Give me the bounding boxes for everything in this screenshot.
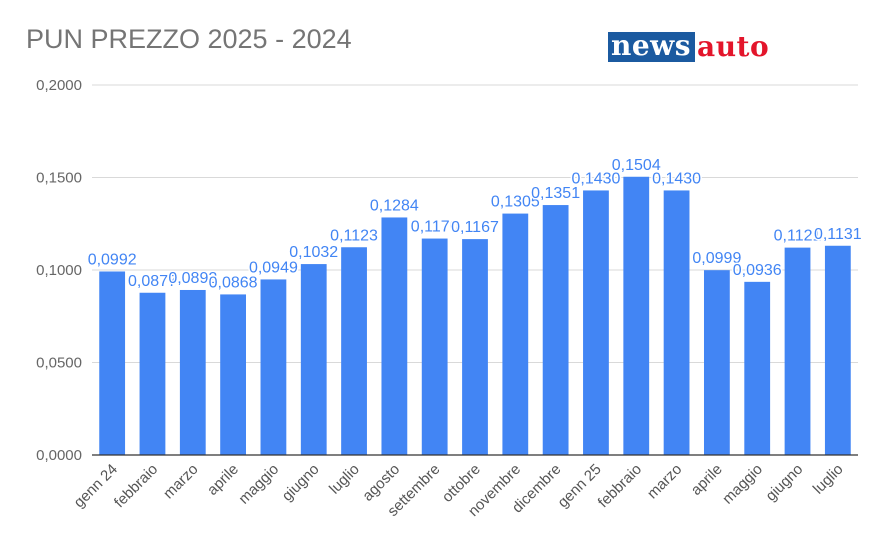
chart-title: PUN PREZZO 2025 - 2024 [26, 24, 352, 54]
bar [300, 264, 327, 455]
data-label: 0,1284 [370, 197, 419, 214]
newsauto-logo: news auto [608, 31, 769, 63]
x-tick-label: genn 25 [554, 461, 604, 511]
data-label: 0,0877 [128, 273, 177, 290]
x-tick-label: febbraio [595, 461, 645, 511]
x-tick-label: maggio [719, 461, 766, 508]
y-tick-label: 0,1500 [36, 170, 82, 187]
bar [381, 217, 408, 455]
x-tick-label: giugno [762, 461, 806, 505]
data-label: 0,1170 [411, 219, 459, 236]
data-label: 0,1131 [814, 226, 862, 243]
bar [824, 245, 851, 455]
bar [744, 281, 771, 455]
bar [462, 239, 488, 455]
x-tick-label: aprile [688, 461, 726, 499]
x-tick-label: marzo [160, 461, 201, 502]
logo-auto-part: auto [697, 30, 770, 63]
data-label: 0,0868 [209, 274, 258, 291]
bar [663, 190, 690, 455]
x-tick-label: luglio [326, 461, 363, 498]
bar [99, 271, 126, 455]
data-label: 0,0892 [168, 270, 217, 287]
bar [260, 279, 287, 455]
bar [703, 270, 730, 455]
x-tick-label: marzo [644, 461, 685, 502]
y-tick-label: 0,1000 [36, 262, 82, 279]
bar [542, 205, 569, 455]
data-label: 0,0936 [733, 262, 782, 279]
x-tick-label: febbraio [111, 461, 161, 511]
data-label: 0,1167 [451, 219, 499, 236]
bar [623, 176, 650, 455]
data-label: 0,1504 [612, 157, 661, 174]
y-tick-label: 0,0500 [36, 355, 82, 372]
data-label: 0,0992 [88, 251, 137, 268]
data-label: 0,1123 [330, 227, 378, 244]
data-label: 0,1121 [774, 228, 822, 245]
data-label: 0,1305 [491, 194, 540, 211]
data-label: 0,1430 [571, 170, 620, 187]
bar [220, 294, 246, 455]
bar [341, 247, 367, 455]
x-tick-label: luglio [810, 461, 847, 498]
bar [784, 247, 811, 455]
data-label: 0,1351 [531, 185, 580, 202]
y-tick-label: 0,2000 [36, 77, 82, 94]
y-tick-label: 0,0000 [36, 447, 82, 464]
data-label: 0,1032 [289, 244, 338, 261]
x-tick-label: aprile [204, 461, 242, 499]
bar [179, 289, 206, 455]
bar [583, 190, 609, 455]
x-tick-label: giugno [279, 461, 323, 505]
bar [502, 213, 529, 455]
logo-news-part: news [608, 32, 696, 62]
x-tick-label: maggio [235, 461, 282, 508]
data-label: 0,0999 [692, 250, 741, 267]
bar [139, 292, 166, 455]
data-label: 0,1430 [652, 170, 701, 187]
x-tick-label: genn 24 [71, 461, 121, 511]
data-label: 0,0949 [249, 259, 298, 276]
bar [421, 238, 448, 455]
